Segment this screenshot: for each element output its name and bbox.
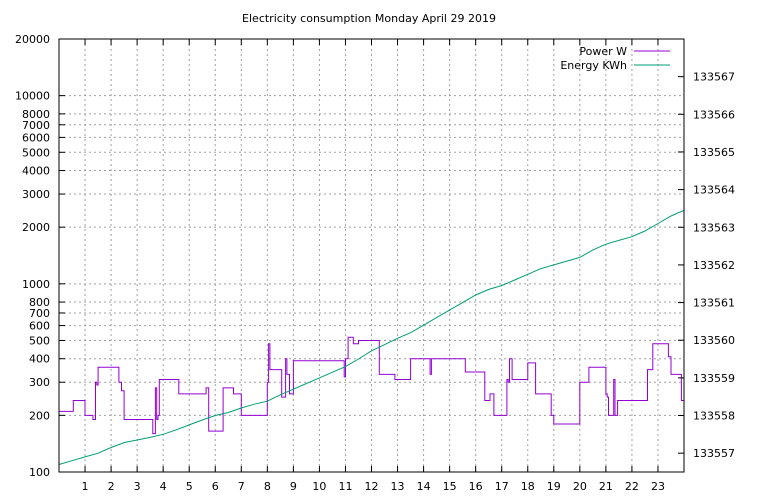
x-tick-label: 19	[547, 480, 561, 493]
x-tick-label: 10	[312, 480, 326, 493]
y-tick-label: 400	[29, 353, 50, 366]
y-tick-label: 100	[29, 466, 50, 479]
series-line-energy	[58, 209, 685, 465]
y2-tick-label: 133565	[693, 146, 735, 159]
x-tick-label: 1	[82, 480, 89, 493]
x-tick-label: 12	[365, 480, 379, 493]
axis-layer: 1 2 3 4 5 6 7 8 9 10 11 12 13 14 15 16 17 18 19 20 21 22 23100…	[15, 33, 735, 493]
x-tick-label: 23	[651, 480, 665, 493]
y-tick-label: 5000	[22, 146, 50, 159]
x-tick-label: 21	[599, 480, 613, 493]
y2-tick-label: 133567	[693, 71, 735, 84]
y2-tick-label: 133566	[693, 108, 735, 121]
y2-tick-label: 133563	[693, 221, 735, 234]
x-tick-label: 11	[338, 480, 352, 493]
x-tick-label: 13	[391, 480, 405, 493]
y-tick-label: 4000	[22, 165, 50, 178]
y-tick-label: 500	[29, 334, 50, 347]
y-tick-label: 800	[29, 296, 50, 309]
chart-title: Electricity consumption Monday April 29 …	[242, 12, 496, 25]
x-tick-label: 2	[108, 480, 115, 493]
x-tick-label: 20	[573, 480, 587, 493]
x-tick-label: 8	[264, 480, 271, 493]
legend-label: Energy KWh	[560, 59, 627, 72]
y-tick-label: 8000	[22, 108, 50, 121]
x-tick-label: 17	[495, 480, 509, 493]
x-tick-label: 5	[186, 480, 193, 493]
y2-tick-label: 133557	[693, 447, 735, 460]
y-tick-label: 6000	[22, 131, 50, 144]
x-tick-label: 18	[521, 480, 535, 493]
y-tick-label: 3000	[22, 188, 50, 201]
y-tick-label: 2000	[22, 221, 50, 234]
y2-tick-label: 133562	[693, 259, 735, 272]
x-tick-label: 15	[443, 480, 457, 493]
y-tick-label: 1000	[22, 278, 50, 291]
series-layer	[58, 209, 685, 465]
x-tick-label: 3	[134, 480, 141, 493]
y-tick-label: 10000	[15, 90, 50, 103]
legend-label: Power W	[579, 45, 627, 58]
y-tick-label: 20000	[15, 33, 50, 46]
y2-tick-label: 133560	[693, 334, 735, 347]
y2-tick-label: 133559	[693, 372, 735, 385]
series-line-power	[59, 336, 684, 435]
x-tick-label: 4	[160, 480, 167, 493]
y-tick-label: 7000	[22, 119, 50, 132]
grid-layer	[59, 39, 684, 472]
x-tick-label: 6	[212, 480, 219, 493]
x-tick-label: 14	[417, 480, 431, 493]
y2-tick-label: 133561	[693, 297, 735, 310]
x-tick-label: 16	[469, 480, 483, 493]
x-tick-label: 7	[238, 480, 245, 493]
y-tick-label: 300	[29, 376, 50, 389]
y-tick-label: 700	[29, 307, 50, 320]
y2-tick-label: 133564	[693, 184, 735, 197]
x-tick-label: 22	[625, 480, 639, 493]
y-tick-label: 600	[29, 320, 50, 333]
x-tick-label: 9	[290, 480, 297, 493]
y2-tick-label: 133558	[693, 410, 735, 423]
y-tick-label: 200	[29, 409, 50, 422]
